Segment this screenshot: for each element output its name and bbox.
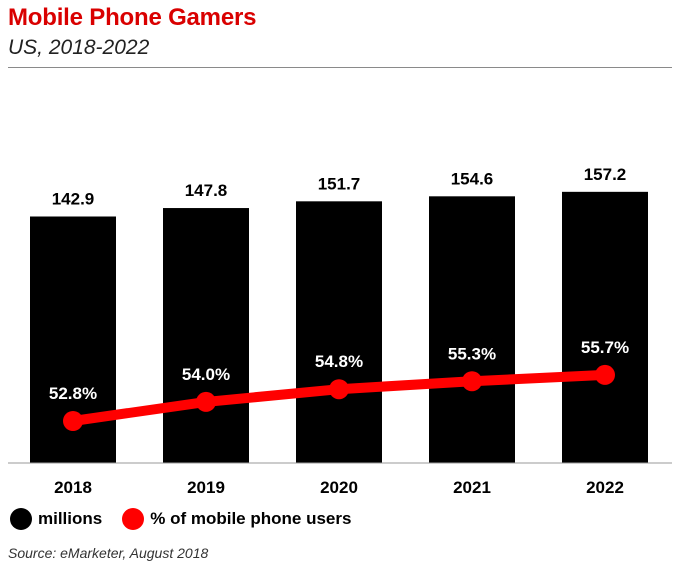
bar-label-2019: 147.8 — [185, 181, 228, 200]
x-tick-2020: 2020 — [320, 478, 358, 497]
percent-point-2021 — [462, 371, 482, 392]
percent-point-2022 — [595, 364, 615, 385]
legend-label-percent: % of mobile phone users — [150, 509, 352, 528]
x-tick-2019: 2019 — [187, 478, 225, 497]
percent-label-2018: 52.8% — [49, 384, 97, 403]
title-divider — [8, 67, 672, 68]
legend-label-millions: millions — [38, 509, 103, 528]
x-tick-2018: 2018 — [54, 478, 92, 497]
bar-label-2022: 157.2 — [584, 165, 627, 184]
percent-label-2022: 55.7% — [581, 338, 629, 357]
chart-plot: 142.9 147.8 151.7 154.6 157.2 2018 2019 2020 202… — [8, 165, 672, 497]
chart-subtitle: US, 2018-2022 — [8, 36, 150, 59]
percent-label-2021: 55.3% — [448, 344, 496, 363]
chart-title: Mobile Phone Gamers — [8, 4, 257, 31]
bar-2022 — [562, 191, 648, 463]
bar-label-2021: 154.6 — [451, 169, 494, 188]
x-tick-2022: 2022 — [586, 478, 624, 497]
bar-label-2018: 142.9 — [52, 189, 95, 208]
bar-label-2020: 151.7 — [318, 174, 361, 193]
legend-item-millions: millions — [10, 508, 102, 530]
percent-point-2020 — [329, 379, 349, 400]
percent-label-2019: 54.0% — [182, 365, 230, 384]
bar-2020 — [296, 201, 382, 463]
chart-legend: millions % of mobile phone users — [10, 508, 371, 530]
percent-point-2018 — [63, 411, 83, 431]
legend-swatch-percent — [122, 508, 145, 530]
percent-label-2020: 54.8% — [315, 352, 363, 371]
legend-swatch-millions — [10, 508, 32, 530]
legend-item-percent: % of mobile phone users — [122, 508, 351, 530]
bar-2021 — [429, 196, 515, 463]
percent-point-2019 — [196, 391, 216, 412]
source-note: Source: eMarketer, August 2018 — [8, 545, 209, 561]
bar-2019 — [163, 208, 249, 463]
x-tick-2021: 2021 — [453, 478, 491, 497]
